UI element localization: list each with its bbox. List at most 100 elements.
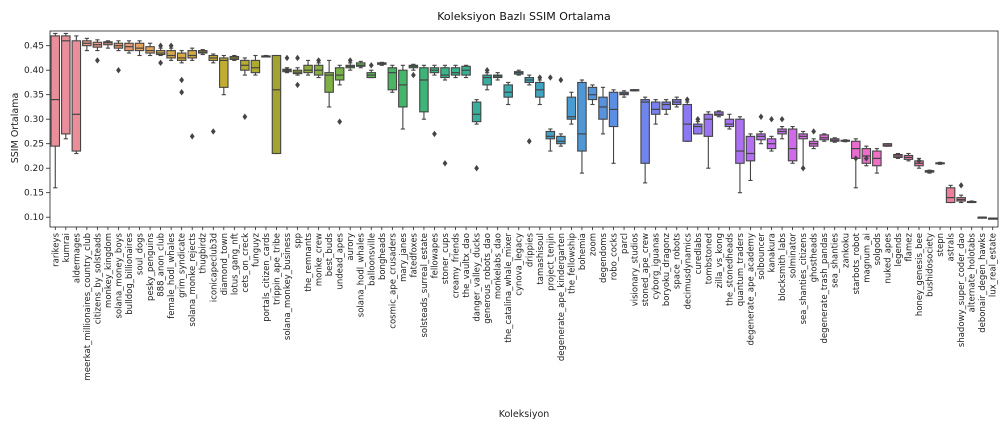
x-tick-label: flamez	[904, 232, 914, 261]
box-group	[429, 64, 440, 138]
outlier-point	[695, 116, 701, 123]
outlier-point	[916, 157, 922, 165]
outlier-point	[547, 74, 553, 81]
box-group	[513, 69, 524, 76]
box-group	[197, 49, 208, 56]
box-group	[882, 143, 893, 147]
outlier-point	[853, 155, 859, 162]
box-group	[987, 217, 998, 220]
x-tick-label: solminator	[789, 233, 799, 279]
box-iqr	[650, 101, 661, 115]
x-tick-label: trippin_ape_tribe	[272, 233, 282, 305]
box-iqr	[324, 72, 334, 93]
x-tick-label: kumrai	[62, 233, 72, 262]
x-tick-label: alternate_holotabs	[968, 232, 978, 312]
box-group	[735, 116, 745, 194]
x-tick-label: degendoms	[599, 232, 609, 283]
x-tick-label: quantum_traders	[736, 232, 746, 306]
box-group	[977, 216, 987, 219]
box-iqr	[724, 118, 735, 128]
box-iqr	[134, 42, 145, 52]
box-group	[935, 161, 945, 165]
box-group	[113, 40, 124, 74]
box-group	[945, 184, 956, 204]
x-tick-label: cynova_legacy	[515, 233, 525, 296]
box-group	[608, 89, 619, 164]
x-tick-label: robo_cocks	[610, 232, 620, 280]
x-axis: rarikeys kumrai aldermages meerkat_milliona…	[51, 227, 999, 380]
box-group	[82, 37, 92, 52]
outlier-point	[179, 89, 185, 96]
box-group	[240, 57, 250, 120]
x-tick-label: bushidosociety	[926, 233, 936, 297]
box-iqr	[703, 113, 714, 137]
box-iqr	[176, 52, 187, 61]
box-group	[450, 64, 461, 79]
box-iqr	[187, 50, 197, 59]
box-group	[924, 169, 935, 174]
chart-title: Koleksiyon Bazlı SSIM Ortalama	[437, 10, 610, 23]
x-tick-label: solana_money_boys	[114, 232, 124, 318]
x-tick-label: sea_shanties_citizens	[799, 232, 809, 324]
outlier-point	[411, 71, 416, 79]
x-tick-label: parcl	[620, 233, 630, 254]
x-tick-label: lux_real_estate	[989, 233, 999, 297]
box-group	[545, 74, 556, 152]
x-tick-label: diamond_town	[220, 233, 230, 295]
box-group	[92, 39, 103, 64]
box-group	[166, 42, 176, 61]
box-iqr	[945, 187, 956, 204]
box-group	[577, 79, 587, 174]
box-iqr	[145, 46, 155, 54]
outlier-point	[168, 42, 174, 49]
box-group	[861, 145, 872, 167]
box-group	[50, 32, 61, 189]
box-group	[808, 128, 819, 150]
box-group	[471, 99, 482, 172]
x-tick-label: generous_robots_dao	[483, 233, 493, 324]
box-group	[208, 53, 219, 135]
x-tick-label: the_fellowship	[567, 233, 577, 294]
box-group	[503, 81, 513, 106]
box-group	[282, 54, 292, 74]
plot-area	[49, 30, 999, 228]
box-group	[766, 116, 777, 152]
x-tick-label: bongheads	[378, 232, 388, 280]
outlier-point	[95, 57, 100, 64]
box-group	[103, 40, 113, 49]
x-tick-label: the_catalina_whale_mixer	[504, 232, 514, 342]
box-group	[787, 126, 798, 164]
box-iqr	[661, 101, 671, 110]
box-group	[714, 110, 724, 118]
box-group	[872, 148, 882, 174]
box-iqr	[50, 35, 61, 147]
x-tick-label: zankoku	[841, 233, 851, 268]
x-tick-label: funguyz	[251, 232, 261, 267]
outlier-point	[189, 133, 195, 140]
x-tick-label: grim_syndicate	[178, 233, 188, 298]
outlier-point	[474, 165, 479, 172]
x-tick-label: aldermages	[72, 232, 82, 283]
outlier-point	[958, 182, 964, 189]
x-tick-label: monkey_kingdom	[104, 233, 114, 308]
outlier-point	[432, 130, 437, 138]
box-group	[640, 96, 650, 184]
x-tick-label: thugbirdz	[199, 232, 209, 273]
box-iqr	[577, 81, 587, 152]
box-group	[966, 200, 977, 204]
box-group	[261, 54, 271, 58]
box-group	[366, 62, 377, 79]
x-tick-label: bulldog_billionaires	[125, 232, 135, 314]
outlier-point	[558, 76, 564, 84]
x-tick-label: stepn	[936, 233, 946, 257]
box-group	[535, 74, 545, 106]
box-iqr	[598, 96, 608, 120]
box-group	[155, 42, 166, 67]
box-group	[345, 57, 355, 71]
box-group	[440, 64, 450, 167]
x-tick-label: degenerate_trash_pandas	[820, 232, 830, 343]
box-group	[914, 157, 924, 169]
x-tick-label: undead_apes	[336, 232, 346, 289]
x-tick-label: tombstoned	[704, 233, 714, 284]
x-tick-label: bohemia	[578, 233, 588, 270]
